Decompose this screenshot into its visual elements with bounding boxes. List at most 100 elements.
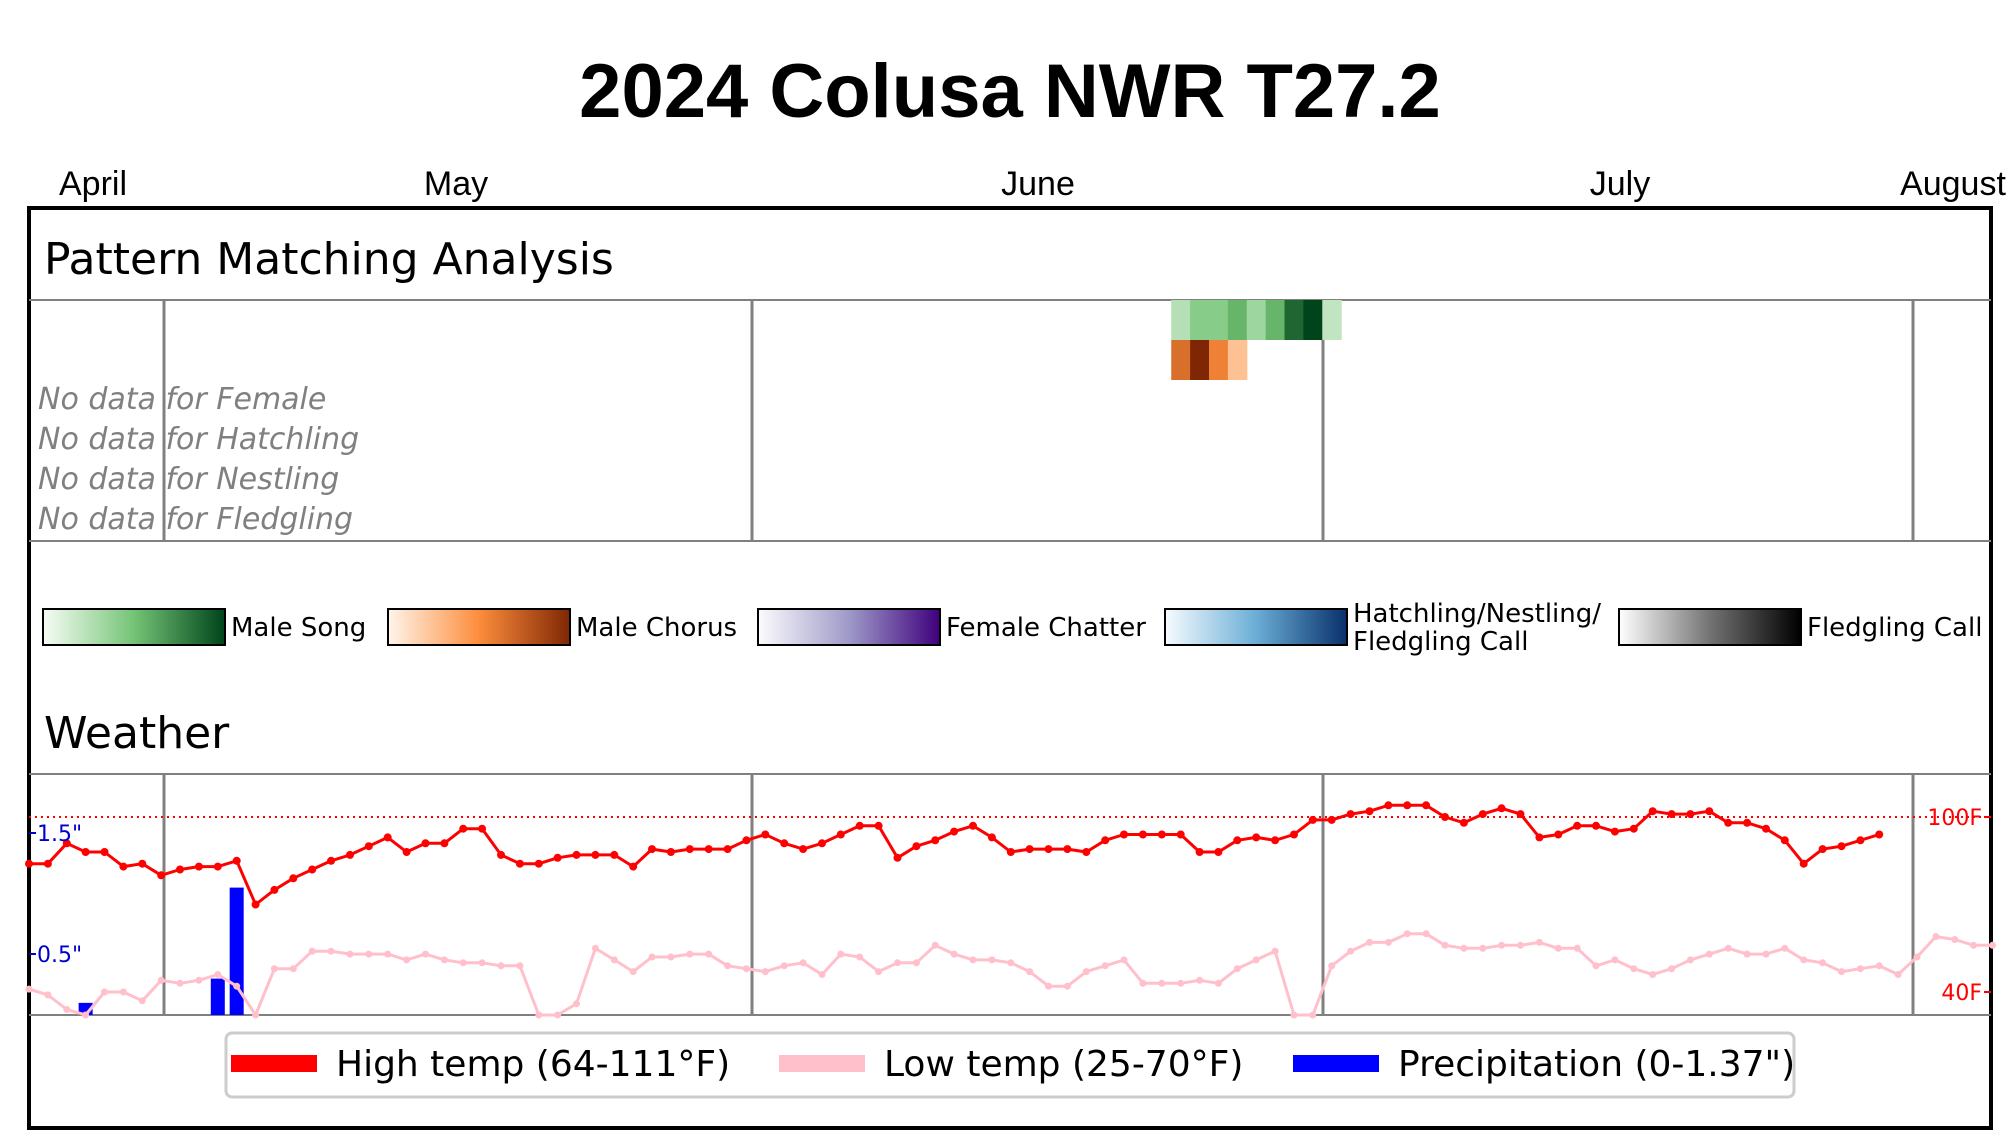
no-data-nestling: No data for Nestling bbox=[38, 462, 339, 497]
high-temp-point-94 bbox=[1799, 859, 1808, 868]
heatmap-cell-male-chorus-1 bbox=[1190, 340, 1210, 380]
heatmap-cell-male-chorus-0 bbox=[1171, 340, 1191, 380]
no-data-female: No data for Female bbox=[38, 382, 326, 417]
high-temp-point-17 bbox=[346, 850, 354, 859]
high-temp-point-44 bbox=[855, 821, 864, 830]
legend-label-female-chatter: Female Chatter bbox=[946, 613, 1146, 643]
legend-label-low-temp: Low temp (25-70°F) bbox=[884, 1044, 1243, 1085]
high-temp-point-48 bbox=[931, 836, 940, 845]
low-temp-point-86 bbox=[1649, 971, 1657, 978]
high-temp-point-50 bbox=[969, 821, 977, 830]
low-temp-point-33 bbox=[648, 953, 656, 961]
weather-legend-box bbox=[224, 1031, 1796, 1099]
low-temp-series bbox=[25, 930, 1996, 1019]
high-temp-point-22 bbox=[440, 839, 449, 848]
chart-frame bbox=[27, 206, 1993, 1130]
high-temp-point-12 bbox=[251, 900, 260, 909]
low-temp-point-94 bbox=[1800, 956, 1808, 964]
low-temp-point-84 bbox=[1611, 956, 1619, 964]
high-temp-point-83 bbox=[1592, 821, 1600, 830]
high-temp-point-58 bbox=[1120, 830, 1128, 839]
low-temp-point-31 bbox=[610, 956, 618, 964]
high-temp-point-86 bbox=[1648, 807, 1657, 816]
high-temp-point-32 bbox=[629, 862, 638, 871]
high-temp-point-38 bbox=[742, 836, 751, 845]
high-temp-point-15 bbox=[308, 865, 317, 874]
low-temp-point-22 bbox=[440, 956, 448, 964]
high-temp-point-46 bbox=[893, 853, 902, 862]
high-temp-point-35 bbox=[685, 845, 694, 854]
high-temp-point-81 bbox=[1554, 830, 1563, 839]
low-temp-point-36 bbox=[705, 950, 713, 958]
heatmap-cell-male-song-5 bbox=[1265, 300, 1286, 340]
high-temp-point-34 bbox=[666, 848, 675, 856]
low-temp-point-9 bbox=[195, 976, 203, 984]
low-temp-point-100 bbox=[1913, 953, 1921, 961]
legend-swatch-fledgling-call bbox=[1618, 608, 1802, 646]
high-temp-point-67 bbox=[1290, 830, 1298, 839]
low-temp-point-83 bbox=[1592, 962, 1600, 970]
high-temp-point-69 bbox=[1327, 815, 1336, 824]
legend-label-precipitation: Precipitation (0-1.37") bbox=[1398, 1044, 1795, 1085]
high-temp-point-4 bbox=[100, 848, 109, 856]
heatmap-cell-male-song-0 bbox=[1171, 300, 1191, 340]
high-temp-point-41 bbox=[799, 845, 808, 854]
no-data-hatchling: No data for Hatchling bbox=[38, 422, 359, 457]
low-temp-point-77 bbox=[1479, 944, 1487, 952]
high-temp-point-1 bbox=[43, 859, 52, 868]
low-temp-point-13 bbox=[270, 965, 278, 973]
low-temp-point-93 bbox=[1781, 944, 1789, 952]
legend-label-hatchling-call-line2: Fledgling Call bbox=[1353, 627, 1528, 657]
high-temp-point-5 bbox=[119, 862, 128, 871]
high-temp-point-31 bbox=[610, 850, 619, 859]
low-temp-point-88 bbox=[1686, 956, 1694, 964]
low-temp-point-65 bbox=[1252, 956, 1260, 964]
low-temp-point-5 bbox=[119, 988, 127, 996]
heatmap-cell-male-song-6 bbox=[1284, 300, 1304, 340]
precip-tick-1-5: 1.5" bbox=[37, 822, 82, 847]
legend-swatch-male-chorus bbox=[387, 608, 571, 646]
low-temp-point-75 bbox=[1441, 941, 1449, 949]
low-temp-point-38 bbox=[742, 965, 750, 973]
low-temp-point-79 bbox=[1517, 941, 1524, 949]
low-temp-point-46 bbox=[894, 959, 901, 967]
high-temp-point-65 bbox=[1252, 833, 1261, 842]
chart-title: 2024 Colusa NWR T27.2 bbox=[579, 49, 1441, 134]
low-temp-point-80 bbox=[1535, 938, 1543, 946]
high-temp-point-13 bbox=[270, 885, 279, 894]
legend-label-fledgling-call: Fledgling Call bbox=[1807, 613, 1982, 643]
low-temp-point-3 bbox=[82, 1011, 90, 1019]
low-temp-point-89 bbox=[1705, 950, 1713, 958]
high-temp-point-73 bbox=[1403, 801, 1412, 810]
high-temp-point-29 bbox=[572, 850, 581, 859]
low-temp-point-29 bbox=[573, 1000, 580, 1008]
low-temp-point-70 bbox=[1347, 947, 1355, 955]
high-temp-point-59 bbox=[1138, 830, 1147, 839]
high-temp-point-7 bbox=[157, 871, 166, 880]
heatmap-cell-male-song-4 bbox=[1246, 300, 1267, 340]
high-temp-point-19 bbox=[383, 833, 392, 842]
low-temp-point-26 bbox=[516, 962, 524, 970]
high-temp-point-40 bbox=[780, 839, 789, 848]
low-temp-point-92 bbox=[1762, 950, 1770, 958]
low-temp-point-68 bbox=[1309, 1011, 1317, 1019]
temp-axis: 100F 40F bbox=[1927, 806, 1991, 1006]
low-temp-point-58 bbox=[1120, 956, 1128, 964]
high-temp-point-57 bbox=[1101, 836, 1110, 845]
low-temp-point-4 bbox=[101, 988, 108, 996]
low-temp-point-53 bbox=[1026, 968, 1034, 976]
low-temp-point-0 bbox=[25, 985, 33, 993]
low-temp-point-91 bbox=[1743, 950, 1751, 958]
low-temp-point-8 bbox=[176, 979, 184, 987]
high-temp-point-76 bbox=[1459, 818, 1468, 827]
low-temp-point-15 bbox=[308, 947, 316, 955]
month-label-july: July bbox=[1590, 165, 1650, 203]
low-temp-point-66 bbox=[1271, 947, 1279, 955]
heatmap-cell-male-song-1 bbox=[1190, 300, 1210, 340]
no-data-fledgling: No data for Fledgling bbox=[38, 502, 353, 537]
high-temp-point-96 bbox=[1837, 842, 1846, 851]
high-temp-point-78 bbox=[1497, 804, 1506, 813]
low-temp-point-60 bbox=[1158, 979, 1166, 987]
high-temp-point-61 bbox=[1176, 830, 1185, 839]
